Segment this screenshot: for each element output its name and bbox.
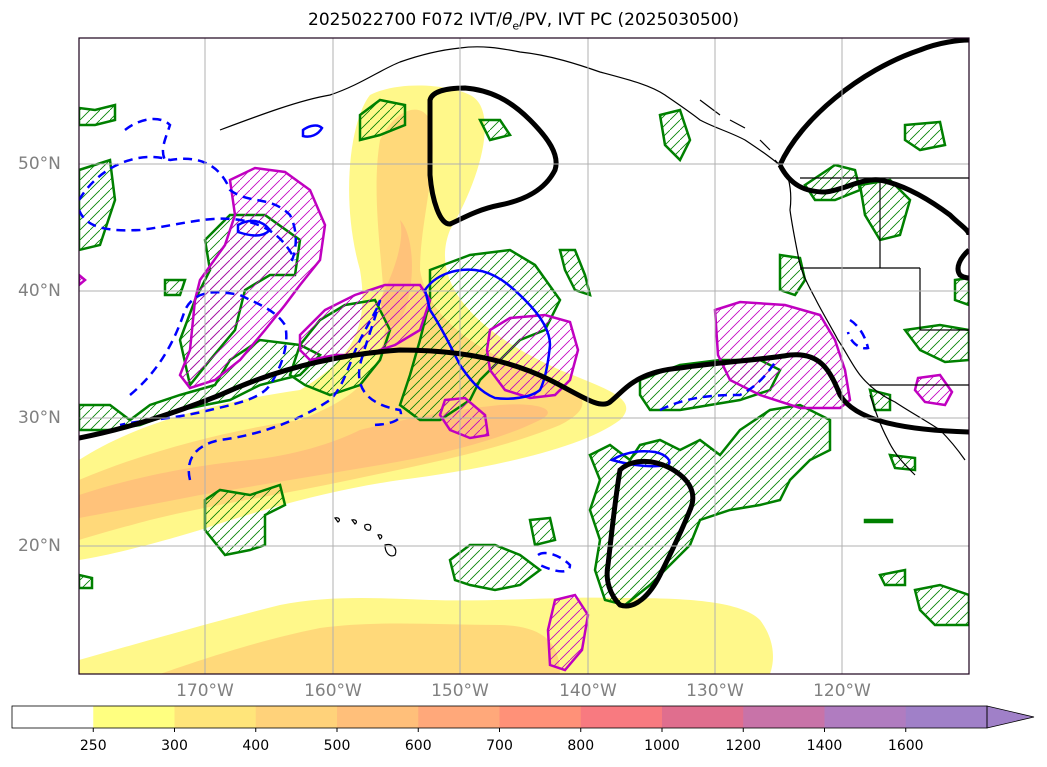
- lat-label-50n: 50°N: [18, 154, 61, 174]
- colorbar-segment: [580, 706, 663, 728]
- lon-label-120w: 120°W: [813, 681, 871, 701]
- pc-neg-contour: [659, 354, 782, 412]
- colorbar-segment: [255, 706, 338, 728]
- colorbar-segment: [743, 706, 825, 728]
- colorbar-tick-label: 700: [486, 738, 513, 754]
- lat-label-20n: 20°N: [18, 536, 61, 556]
- colorbar-segment: [418, 706, 500, 728]
- theta-e-region: [863, 518, 894, 524]
- theta-e-region: [79, 103, 117, 127]
- colorbar-extend-arrow: [986, 705, 1035, 729]
- ivt-band-dark: [79, 404, 548, 518]
- island: [364, 523, 372, 531]
- theta-e-region: [588, 403, 832, 607]
- colorbar-segment: [905, 706, 988, 728]
- colorbar-tick-label: 1600: [887, 738, 924, 754]
- pv-region: [79, 273, 87, 287]
- pc-neg-contour: [846, 318, 870, 350]
- theta-e-region: [203, 483, 287, 557]
- pc-zero-line: [79, 347, 969, 441]
- lon-label-170w: 170°W: [176, 681, 234, 701]
- colorbar-tick-label: 1200: [725, 738, 762, 754]
- theta-e-region: [558, 248, 592, 297]
- island: [384, 543, 397, 557]
- colorbar: [11, 705, 1035, 732]
- colorbar-segment: [499, 706, 582, 728]
- pc-zero-line: [604, 459, 696, 609]
- coastlines: [219, 46, 969, 476]
- theta-e-region: [528, 516, 557, 547]
- theta-e-region: [79, 158, 117, 252]
- pc-zero-line: [777, 38, 969, 167]
- island: [333, 517, 341, 523]
- pv-region: [546, 593, 590, 672]
- pv-region: [913, 373, 954, 407]
- theta-e-region: [913, 583, 969, 627]
- map-frame: [78, 37, 970, 675]
- baja-coast: [869, 394, 916, 476]
- pc-neg-contour: [187, 299, 403, 481]
- colorbar-tick-label: 1400: [806, 738, 843, 754]
- theta-e-region: [79, 573, 94, 590]
- colorbar-segment: [12, 706, 94, 728]
- state-lines: [800, 178, 969, 331]
- theta-e-region: [903, 120, 947, 152]
- lat-label-40n: 40°N: [18, 281, 61, 301]
- pc-zero-line: [427, 85, 559, 227]
- lon-label-160w: 160°W: [304, 681, 362, 701]
- map-title: 2025022700 F072 IVT/θe/PV, IVT PC (20250…: [308, 10, 739, 33]
- pv-region: [178, 166, 327, 390]
- bc-islands: [699, 99, 783, 169]
- pc-neg-contour: [119, 290, 288, 427]
- theta-e-region: [448, 543, 543, 592]
- na-west-coast: [784, 169, 966, 461]
- pc-neg-contour: [537, 551, 572, 573]
- colorbar-tick-label: 600: [404, 738, 432, 754]
- pc-pos-contour: [301, 124, 324, 138]
- alaska-coast: [219, 46, 786, 171]
- theta-e-region: [658, 108, 692, 163]
- theta-e-region: [878, 568, 907, 587]
- theta-e-region: [163, 278, 187, 297]
- lat-label-30n: 30°N: [18, 408, 61, 428]
- colorbar-tick-label: 250: [79, 738, 107, 754]
- pc-neg-contour: [79, 155, 297, 266]
- theta-e-region: [778, 253, 807, 297]
- lon-label-130w: 130°W: [686, 681, 744, 701]
- colorbar-segment: [824, 706, 907, 728]
- colorbar-segment: [337, 706, 419, 728]
- colorbar-segment: [93, 706, 175, 728]
- lon-label-140w: 140°W: [559, 681, 617, 701]
- colorbar-tick-label: 800: [567, 738, 595, 754]
- island: [377, 534, 383, 540]
- colorbar-segment: [662, 706, 744, 728]
- theta-e-region: [902, 323, 969, 364]
- theta-e-region: [358, 98, 407, 142]
- pc-zero-line: [955, 248, 969, 281]
- colorbar-segment: [174, 706, 257, 728]
- pc-neg-contour: [124, 117, 172, 161]
- colorbar-tick-label: 1000: [644, 738, 680, 754]
- pc-pos-contour: [236, 219, 272, 237]
- theta-e-region: [398, 248, 562, 422]
- pc-neg-contour: [79, 209, 297, 261]
- hawaii-islands: [333, 517, 397, 557]
- grid-lines: [79, 38, 969, 674]
- island: [350, 519, 358, 525]
- pc-pos-contour: [608, 450, 671, 468]
- colorbar-tick-label: 400: [242, 738, 270, 754]
- colorbar-tick-label: 300: [161, 738, 188, 754]
- theta-e-region: [477, 118, 513, 142]
- lon-label-150w: 150°W: [431, 681, 489, 701]
- colorbar-tick-label: 500: [323, 738, 351, 754]
